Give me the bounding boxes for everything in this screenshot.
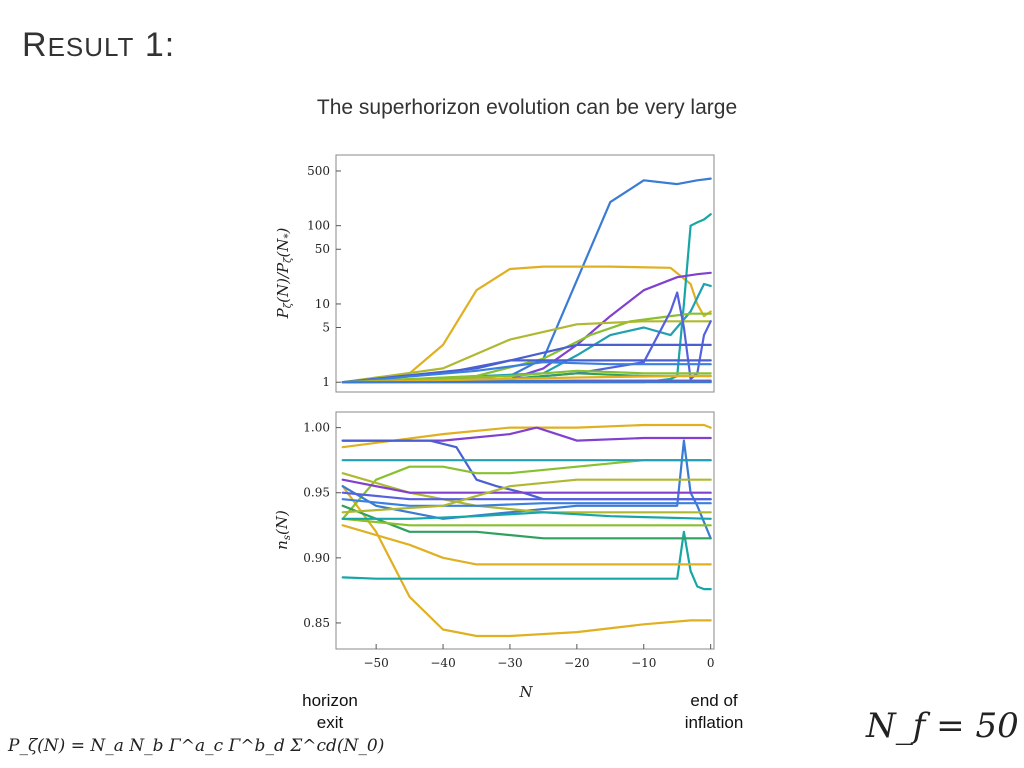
- horizon-exit-note: horizon exit: [290, 690, 370, 734]
- top-series-s11: [341, 361, 712, 384]
- top-frame: [335, 154, 715, 393]
- bottom-series-b6: [341, 459, 712, 520]
- bottom-series-b16: [341, 498, 712, 507]
- bottom-xtick-label: 0: [707, 656, 715, 670]
- top-series-s4: [341, 271, 712, 384]
- end-of-inflation-line2: inflation: [684, 713, 744, 732]
- bottom-xlabel: N: [518, 683, 533, 701]
- top-series-s5: [341, 282, 712, 384]
- top-series-s9: [341, 343, 712, 384]
- bottom-xtick-label: −20: [564, 656, 589, 670]
- top-ytick-label: 100: [307, 219, 330, 233]
- top-ylabel: Pζ(N)/Pζ(N*): [274, 227, 294, 319]
- power-spectrum-formula: P_ζ(N) = N_a N_b Γ^a_c Γ^b_d Σ^cd(N_0): [8, 736, 385, 756]
- bottom-series-b7: [341, 439, 712, 540]
- slide-title: RESULT 1:: [22, 26, 176, 64]
- top-series-s6: [341, 312, 712, 384]
- top-ytick-label: 10: [315, 297, 330, 311]
- bottom-ytick-label: 1.00: [303, 421, 330, 435]
- bottom-xtick-label: −50: [363, 656, 388, 670]
- bottom-xtick-label: −30: [497, 656, 522, 670]
- bottom-frame: [335, 411, 715, 650]
- horizon-exit-line1: horizon: [302, 691, 358, 710]
- bottom-series-b10: [341, 524, 712, 566]
- top-series-s16: [341, 374, 712, 384]
- top-panel: Pζ(N)/Pζ(N*) 1 5 10 50 100 500: [274, 154, 715, 393]
- bottom-series-b17: [341, 478, 712, 514]
- bottom-series-b12: [341, 491, 712, 501]
- number-of-fields: N_f = 50: [866, 706, 1019, 746]
- bottom-series-b2: [341, 423, 712, 449]
- top-series-s8: [341, 291, 712, 384]
- bottom-series-b3: [341, 426, 712, 442]
- top-series-s1: [341, 177, 712, 384]
- bottom-panel: ns(N) N 0.85 0.90 0.95 1.00 −50 −40 −30 −20 −10 0: [273, 411, 715, 701]
- bottom-series-b11: [341, 504, 712, 540]
- bottom-ytick-label: 0.95: [303, 486, 330, 500]
- top-ytick-label: 1: [322, 375, 330, 389]
- bottom-series-b13: [341, 517, 712, 527]
- bottom-series-b1: [341, 485, 712, 638]
- horizon-exit-line2: exit: [316, 713, 344, 732]
- top-series-s12: [341, 369, 712, 384]
- top-series-s7: [341, 320, 712, 384]
- end-of-inflation-line1: end of: [690, 691, 738, 710]
- bottom-xtick-label: −10: [631, 656, 656, 670]
- bottom-series-b15: [341, 511, 712, 520]
- bottom-ytick-label: 0.90: [303, 551, 330, 565]
- top-series-s2: [341, 265, 712, 384]
- slide-subtitle: The superhorizon evolution can be very l…: [316, 96, 738, 119]
- top-ytick-label: 50: [315, 242, 330, 256]
- bottom-series-b5: [341, 530, 712, 591]
- top-ytick-label: 500: [307, 164, 330, 178]
- bottom-xtick-label: −40: [430, 656, 455, 670]
- bottom-series-b14: [341, 478, 712, 494]
- end-of-inflation-note: end of inflation: [668, 690, 760, 734]
- bottom-ylabel: ns(N): [273, 510, 293, 550]
- top-ytick-label: 5: [322, 321, 330, 335]
- bottom-ytick-label: 0.85: [303, 616, 330, 630]
